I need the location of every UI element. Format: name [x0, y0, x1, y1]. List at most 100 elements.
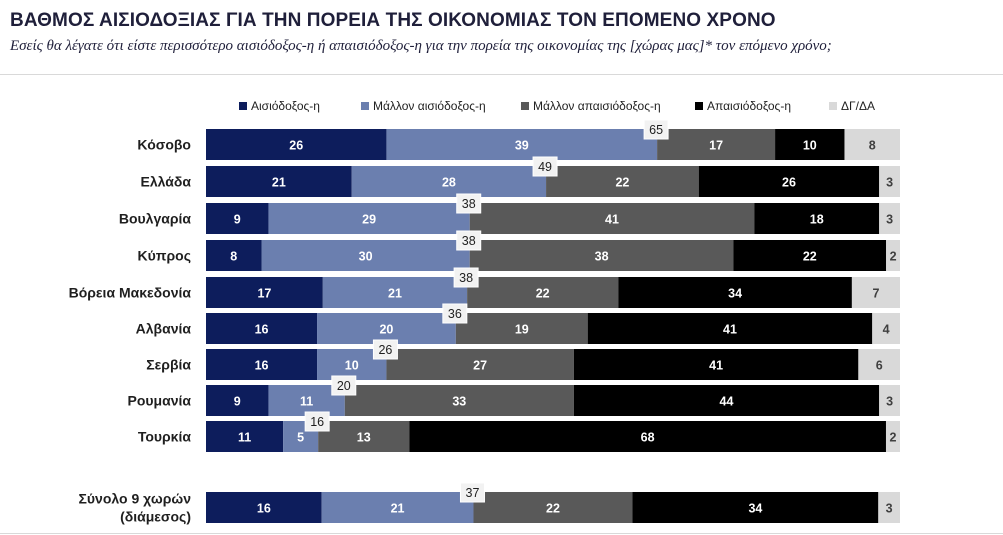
bar-segment [206, 313, 318, 344]
optimism-total-box [304, 411, 330, 432]
bar-value-label: 33 [452, 395, 466, 409]
category-label-line: Ρουμανία [128, 393, 192, 409]
bar-segment [455, 313, 588, 344]
chart-bars: 26 39 17 10 821 28 22 26 39 29 41 18 38 30 38 22 217 21 22… [206, 129, 900, 523]
optimism-total-box [453, 267, 479, 288]
optimism-total: 38 [453, 267, 479, 288]
optimism-total-value: 65 [649, 123, 663, 137]
bar-value-label: 21 [391, 502, 405, 516]
bar-segment [467, 277, 619, 308]
category-label: Βόρεια Μακεδονία [69, 285, 192, 301]
bar-value-label: 8 [230, 250, 237, 264]
bar-segment [698, 166, 880, 197]
bar-value-label: 3 [886, 176, 893, 190]
optimism-total-box [442, 303, 468, 324]
category-label-line: (διάμεσος) [120, 509, 191, 525]
bar-value-label: 17 [709, 139, 723, 153]
bar-segment [879, 385, 900, 416]
bar-value-label: 41 [605, 213, 619, 227]
bar-segment [775, 129, 845, 160]
bar-value-label: 41 [723, 323, 737, 337]
legend-swatch [239, 102, 247, 110]
optimism-total: 36 [442, 303, 468, 324]
bar-segment [844, 129, 900, 160]
bar-value-label: 44 [720, 395, 734, 409]
bar-value-label: 20 [379, 323, 393, 337]
bar-row-4: 8 30 38 22 2 [206, 240, 900, 271]
bar-value-label: 11 [300, 395, 313, 409]
bar-value-label: 11 [238, 431, 251, 445]
bar-row-9: 11 5 13 68 2 [206, 421, 900, 452]
bar-value-label: 7 [872, 287, 879, 301]
category-labels: Κόσοβο Ελλάδα Βουλγαρία Κύπρος Βόρεια Μακεδο… [69, 137, 192, 525]
chart-title: ΒΑΘΜΟΣ ΑΙΣΙΟΔΟΞΙΑΣ ΓΙΑ ΤΗΝ ΠΟΡΕΙΑ ΤΗΣ ΟΙ… [10, 10, 776, 31]
bar-value-label: 21 [272, 176, 286, 190]
bar-segment [573, 349, 859, 380]
category-label: Κόσοβο [137, 137, 191, 153]
legend-item-4: Απαισιόδοξος-η [695, 99, 791, 113]
bar-value-label: 3 [886, 213, 893, 227]
optimism-total: 37 [459, 482, 485, 503]
category-label-line: Κόσοβο [137, 137, 191, 153]
optimism-total-box [372, 339, 398, 360]
header-divider [0, 74, 1003, 75]
bar-segment [268, 203, 470, 234]
bar-segment [879, 166, 900, 197]
optimism-total-value: 38 [462, 234, 476, 248]
bar-segment [618, 277, 852, 308]
bar-segment [879, 203, 900, 234]
footer-divider [0, 533, 1003, 534]
bar-value-label: 29 [362, 213, 376, 227]
category-label: Ελλάδα [141, 174, 192, 190]
optimism-total-box [643, 119, 669, 140]
optimism-total-value: 49 [538, 160, 552, 174]
bar-segment [261, 240, 470, 271]
bar-segment [885, 421, 900, 452]
category-label: Ρουμανία [128, 393, 192, 409]
bar-segment [206, 203, 269, 234]
category-label-line: Σύνολο 9 χωρών [79, 491, 192, 507]
bar-segment [657, 129, 776, 160]
category-label: Βουλγαρία [119, 211, 192, 227]
category-label-line: Τουρκία [138, 429, 192, 445]
bar-segment [206, 166, 352, 197]
legend-label: Μάλλον απαισιόδοξος-η [533, 99, 661, 113]
optimism-total: 49 [532, 156, 558, 177]
bar-row-3: 9 29 41 18 3 [206, 203, 900, 234]
bar-row-6: 16 20 19 41 4 [206, 313, 900, 344]
bar-value-label: 22 [615, 176, 629, 190]
bar-segment [206, 240, 262, 271]
category-label-line: Βουλγαρία [119, 211, 192, 227]
bar-value-label: 17 [257, 287, 271, 301]
category-label: Σερβία [146, 357, 191, 373]
category-label: Σύνολο 9 χωρών (διάμεσος) [79, 491, 192, 525]
bar-segment [206, 385, 269, 416]
bar-value-label: 41 [709, 359, 723, 373]
bar-value-label: 30 [359, 250, 373, 264]
optimism-total-value: 16 [310, 415, 324, 429]
bar-value-label: 27 [473, 359, 487, 373]
bar-segment [851, 277, 900, 308]
bar-value-label: 18 [810, 213, 824, 227]
category-label-line: Ελλάδα [141, 174, 192, 190]
optimism-total-value: 20 [337, 379, 351, 393]
legend-label: Μάλλον αισιόδοξος-η [373, 99, 486, 113]
bar-value-label: 13 [357, 431, 371, 445]
bar-row-2: 21 28 22 26 3 [206, 166, 900, 197]
bar-value-label: 8 [869, 139, 876, 153]
bar-segment [872, 313, 900, 344]
optimism-total-box [459, 482, 485, 503]
bar-value-label: 2 [890, 431, 897, 445]
optimism-total-labels: 65 49 38 38 38 36 26 20 16 37 [304, 119, 669, 503]
bar-value-label: 26 [289, 139, 303, 153]
bar-segment [318, 421, 410, 452]
bar-segment [351, 166, 547, 197]
bar-segment [344, 385, 574, 416]
bar-segment [321, 492, 474, 523]
bar-value-label: 16 [255, 359, 269, 373]
bar-segment [206, 129, 387, 160]
category-label-line: Αλβανία [136, 321, 192, 337]
bar-segment [206, 349, 318, 380]
legend-item-3: Μάλλον απαισιόδοξος-η [521, 99, 661, 113]
optimism-total: 16 [304, 411, 330, 432]
